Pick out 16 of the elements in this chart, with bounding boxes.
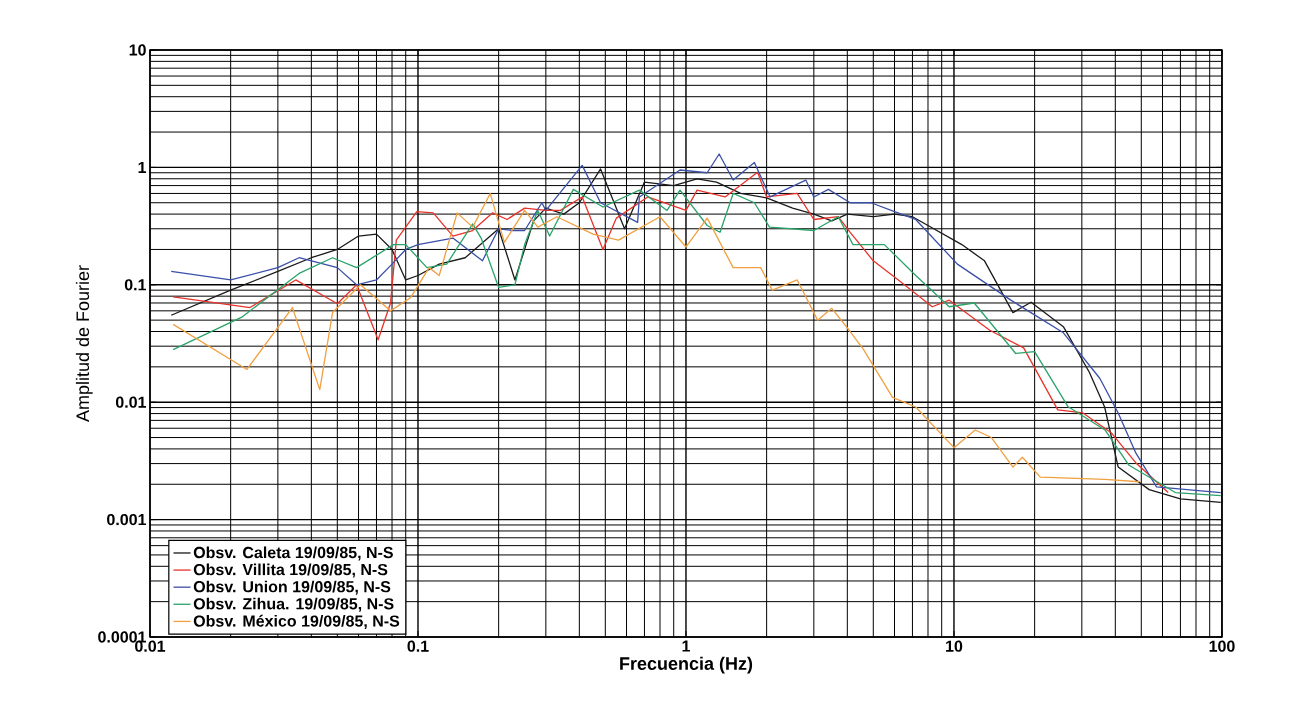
y-tick-label: 0.1 [124,279,147,291]
legend-label: Obsv. Villita 19/09/85, N-S [193,563,388,578]
x-tick-label: 100 [1209,640,1235,652]
legend-label: Obsv. México 19/09/85, N-S [193,614,400,630]
y-tick-label: 0.01 [115,396,147,408]
legend-label: Obsv. Zihua. 19/09/85, N-S [193,597,394,612]
x-tick-label: 1 [682,640,690,652]
y-tick-label: 1 [138,161,147,173]
x-tick-label: 0.1 [407,640,429,652]
x-tick-label: 10 [946,640,963,652]
y-axis-title: Amplitud de Fourier [75,265,93,422]
legend-label: Obsv. Union 19/09/85, N-S [193,580,391,595]
legend-label: Obsv. Caleta 19/09/85, N-S [193,546,393,561]
x-axis-title: Frecuencia (Hz) [620,656,753,674]
y-tick-label: 0.001 [107,513,147,526]
y-tick-label: 10 [129,44,146,56]
